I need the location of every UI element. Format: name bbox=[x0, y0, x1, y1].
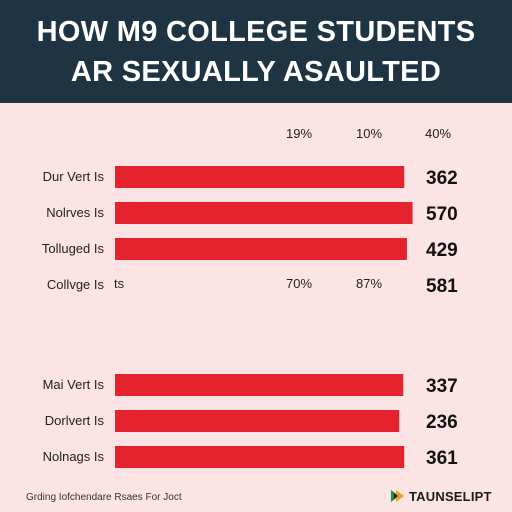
percent-label-top-1: 19% bbox=[286, 126, 313, 141]
category-label: Tolluged Is bbox=[42, 241, 105, 256]
value-label: 236 bbox=[426, 412, 458, 433]
value-label: 429 bbox=[426, 240, 458, 261]
bar bbox=[115, 446, 405, 468]
category-label: Dorlvert Is bbox=[45, 413, 105, 428]
value-label: 361 bbox=[426, 448, 458, 469]
value-label: 362 bbox=[426, 168, 458, 189]
category-label: Collvge Is bbox=[47, 277, 105, 292]
footer-note: Grding Iofchendare Rsaes For Joct bbox=[26, 492, 182, 503]
title-line-2: AR SEXUALLY ASAULTED bbox=[70, 56, 442, 88]
category-label: Dur Vert Is bbox=[43, 169, 105, 184]
percent-label-top-3: 40% bbox=[425, 126, 452, 141]
category-label: Nolnags Is bbox=[43, 449, 105, 464]
brand-logo-icon bbox=[391, 490, 404, 502]
percent-label-mid-1: 70% bbox=[286, 276, 313, 291]
brand: TAUNSELIPT bbox=[390, 487, 492, 505]
category-label: Nolrves Is bbox=[46, 205, 104, 220]
value-label: 581 bbox=[426, 276, 458, 297]
value-label: 570 bbox=[426, 204, 458, 225]
bar bbox=[115, 238, 407, 260]
category-label: Mai Vert Is bbox=[43, 377, 105, 392]
value-label: 337 bbox=[426, 376, 458, 397]
percent-label-mid-2: 87% bbox=[356, 276, 383, 291]
bar bbox=[115, 410, 400, 432]
brand-name: TAUNSELIPT bbox=[409, 488, 492, 504]
bar bbox=[115, 166, 405, 188]
header-banner: HOW M9 COLLEGE STUDENTS AR SEXUALLY ASAU… bbox=[0, 0, 512, 103]
bar bbox=[115, 202, 413, 224]
bar bbox=[115, 374, 404, 396]
percent-label-top-2: 10% bbox=[356, 126, 383, 141]
title-line-1: HOW M9 COLLEGE STUDENTS bbox=[36, 16, 476, 48]
extra-label: ts bbox=[114, 276, 125, 291]
